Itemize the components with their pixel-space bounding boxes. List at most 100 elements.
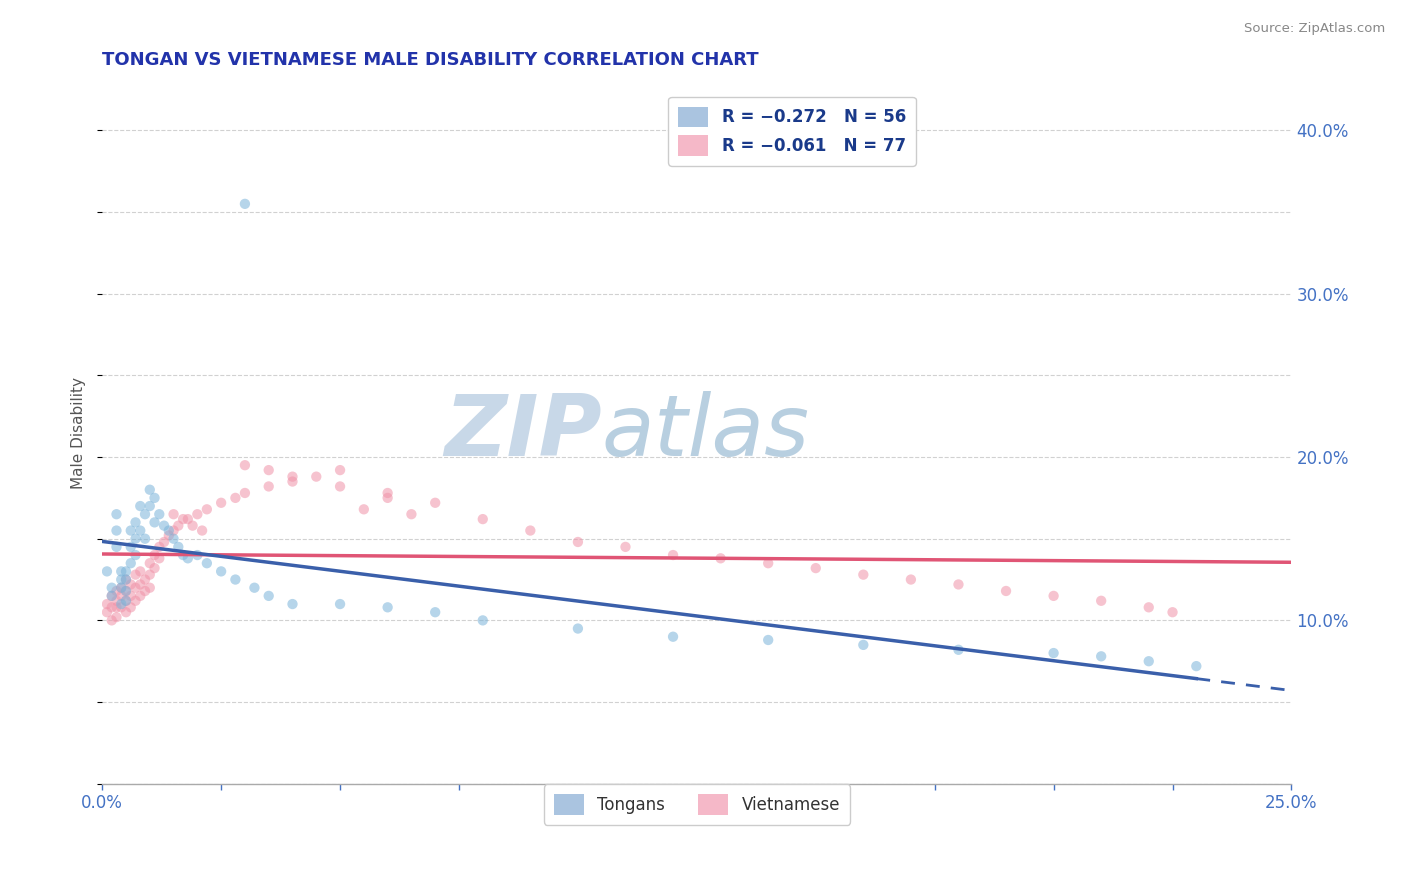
Point	[567, 622, 589, 636]
Point	[120, 524, 142, 538]
Point	[425, 496, 447, 510]
Point	[243, 581, 266, 595]
Point	[120, 600, 142, 615]
Point	[181, 518, 204, 533]
Point	[233, 458, 256, 473]
Point	[710, 551, 733, 566]
Point	[804, 561, 827, 575]
Point	[1137, 654, 1160, 668]
Point	[129, 565, 152, 579]
Point	[1090, 649, 1112, 664]
Point	[852, 567, 875, 582]
Point	[157, 528, 180, 542]
Point	[105, 610, 128, 624]
Point	[105, 524, 128, 538]
Point	[177, 551, 200, 566]
Point	[756, 632, 779, 647]
Point	[120, 556, 142, 570]
Point	[1090, 594, 1112, 608]
Point	[100, 589, 122, 603]
Point	[614, 540, 637, 554]
Point	[377, 486, 399, 500]
Point	[124, 567, 146, 582]
Point	[305, 469, 328, 483]
Point	[257, 589, 280, 603]
Point	[948, 642, 970, 657]
Point	[756, 556, 779, 570]
Point	[281, 597, 304, 611]
Point	[900, 573, 922, 587]
Point	[134, 532, 156, 546]
Point	[96, 565, 118, 579]
Point	[948, 577, 970, 591]
Point	[115, 573, 138, 587]
Point	[425, 605, 447, 619]
Point	[139, 483, 162, 497]
Point	[129, 589, 152, 603]
Point	[1185, 659, 1208, 673]
Point	[143, 516, 166, 530]
Point	[115, 594, 138, 608]
Point	[143, 491, 166, 505]
Point	[139, 499, 162, 513]
Point	[100, 600, 122, 615]
Point	[105, 584, 128, 599]
Point	[329, 463, 352, 477]
Point	[233, 486, 256, 500]
Point	[471, 614, 494, 628]
Point	[115, 584, 138, 599]
Point	[124, 581, 146, 595]
Legend: Tongans, Vietnamese: Tongans, Vietnamese	[544, 784, 851, 824]
Point	[129, 524, 152, 538]
Text: atlas: atlas	[602, 391, 810, 474]
Point	[120, 589, 142, 603]
Point	[139, 581, 162, 595]
Point	[224, 491, 246, 505]
Point	[110, 600, 132, 615]
Point	[100, 589, 122, 603]
Point	[110, 597, 132, 611]
Point	[148, 540, 170, 554]
Point	[129, 499, 152, 513]
Point	[353, 502, 375, 516]
Point	[281, 469, 304, 483]
Point	[162, 524, 184, 538]
Point	[105, 594, 128, 608]
Point	[401, 507, 423, 521]
Point	[519, 524, 541, 538]
Point	[172, 512, 194, 526]
Point	[139, 556, 162, 570]
Point	[110, 589, 132, 603]
Point	[143, 548, 166, 562]
Point	[134, 507, 156, 521]
Point	[105, 600, 128, 615]
Point	[120, 540, 142, 554]
Text: Source: ZipAtlas.com: Source: ZipAtlas.com	[1244, 22, 1385, 36]
Point	[124, 532, 146, 546]
Point	[100, 614, 122, 628]
Point	[209, 565, 232, 579]
Text: TONGAN VS VIETNAMESE MALE DISABILITY CORRELATION CHART: TONGAN VS VIETNAMESE MALE DISABILITY COR…	[103, 51, 759, 69]
Point	[115, 605, 138, 619]
Point	[115, 573, 138, 587]
Point	[110, 581, 132, 595]
Point	[281, 475, 304, 489]
Point	[195, 502, 218, 516]
Point	[139, 567, 162, 582]
Point	[129, 577, 152, 591]
Point	[96, 605, 118, 619]
Point	[567, 535, 589, 549]
Point	[233, 197, 256, 211]
Point	[177, 512, 200, 526]
Point	[329, 479, 352, 493]
Text: ZIP: ZIP	[444, 391, 602, 474]
Point	[157, 524, 180, 538]
Point	[852, 638, 875, 652]
Point	[148, 507, 170, 521]
Y-axis label: Male Disability: Male Disability	[72, 376, 86, 489]
Point	[662, 548, 685, 562]
Point	[191, 524, 214, 538]
Point	[162, 507, 184, 521]
Point	[105, 540, 128, 554]
Point	[153, 518, 176, 533]
